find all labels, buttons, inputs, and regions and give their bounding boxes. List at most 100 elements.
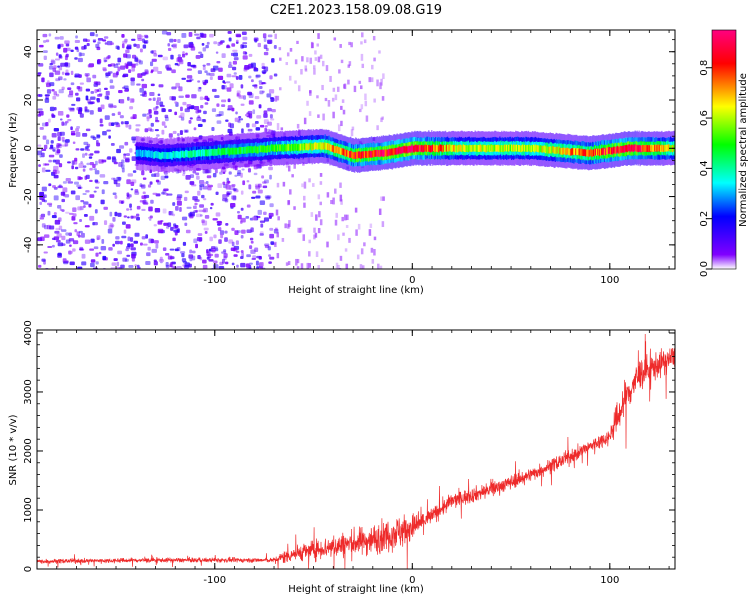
heatmap-cell xyxy=(70,130,76,136)
heatmap-cell xyxy=(551,145,553,153)
heatmap-cell xyxy=(365,115,369,122)
heatmap-cell xyxy=(595,148,598,156)
heatmap-cell xyxy=(581,148,583,156)
heatmap-cell xyxy=(171,152,173,160)
heatmap-cell xyxy=(196,149,199,157)
heatmap-cell xyxy=(52,185,56,188)
heatmap-cell xyxy=(392,148,394,156)
heatmap-cell xyxy=(500,145,502,153)
heatmap-cell xyxy=(238,118,244,121)
heatmap-cell xyxy=(377,149,380,157)
heatmap-cell xyxy=(261,70,267,74)
heatmap-cell xyxy=(89,179,93,182)
heatmap-cell xyxy=(251,146,253,153)
heatmap-cell xyxy=(65,139,70,143)
heatmap-cell xyxy=(142,113,147,117)
heatmap-cell xyxy=(329,75,332,82)
heatmap-cell xyxy=(157,54,163,58)
heatmap-cell xyxy=(304,143,307,151)
heatmap-cell xyxy=(226,190,232,195)
heatmap-cell xyxy=(586,149,588,157)
heatmap-cell xyxy=(276,123,280,131)
heatmap-cell xyxy=(652,144,654,152)
heatmap-cell xyxy=(559,147,561,155)
heatmap-cell xyxy=(261,66,266,70)
heatmap-cell xyxy=(185,52,188,56)
heatmap-cell xyxy=(488,145,490,152)
heatmap-cell xyxy=(132,170,137,173)
heatmap-cell xyxy=(133,43,137,47)
heatmap-cell xyxy=(276,144,279,152)
heatmap-cell xyxy=(225,119,229,122)
heatmap-cell xyxy=(156,97,161,102)
heatmap-cell xyxy=(142,243,148,246)
heatmap-cell xyxy=(439,144,442,152)
heatmap-cell xyxy=(231,241,235,247)
heatmap-cell xyxy=(262,145,264,153)
heatmap-cell xyxy=(360,248,364,255)
heatmap-cell xyxy=(178,151,180,159)
heatmap-cell xyxy=(189,151,191,158)
heatmap-cell xyxy=(550,146,552,154)
heatmap-cell xyxy=(61,71,65,75)
heatmap-cell xyxy=(576,148,578,156)
heatmap-cell xyxy=(607,147,610,155)
heatmap-cell xyxy=(405,145,407,153)
heatmap-cell xyxy=(334,188,337,194)
heatmap-cell xyxy=(116,176,121,182)
heatmap-cell xyxy=(202,264,208,269)
heatmap-cell xyxy=(228,171,232,175)
heatmap-cell xyxy=(227,30,232,34)
colorbar-tick-label: 0.2 xyxy=(699,211,710,227)
heatmap-cell xyxy=(46,89,52,94)
heatmap-cell xyxy=(192,170,197,174)
heatmap-cell xyxy=(305,143,308,151)
heatmap-cell xyxy=(294,143,297,151)
heatmap-cell xyxy=(257,42,261,48)
heatmap-cell xyxy=(640,145,642,153)
heatmap-cell xyxy=(40,213,46,218)
heatmap-cell xyxy=(153,53,158,57)
heatmap-cell xyxy=(154,240,159,244)
heatmap-cell xyxy=(78,177,83,180)
heatmap-cell xyxy=(189,117,193,120)
heatmap-cell xyxy=(65,53,69,58)
heatmap-cell xyxy=(595,148,597,156)
heatmap-cell xyxy=(379,265,383,269)
heatmap-cell xyxy=(435,144,438,152)
heatmap-cell xyxy=(103,36,109,39)
heatmap-cell xyxy=(125,224,131,229)
heatmap-cell xyxy=(552,146,554,153)
heatmap-cell xyxy=(143,150,146,158)
heatmap-cell xyxy=(171,96,176,101)
heatmap-cell xyxy=(153,261,158,266)
heatmap-cell xyxy=(74,46,79,50)
heatmap-cell xyxy=(242,55,248,60)
heatmap-cell xyxy=(204,169,210,174)
heatmap-cell xyxy=(37,150,43,156)
heatmap-cell xyxy=(168,152,170,160)
heatmap-cell xyxy=(257,209,262,215)
heatmap-cell xyxy=(226,193,230,197)
heatmap-cell xyxy=(42,50,48,53)
heatmap-cell xyxy=(172,130,177,134)
heatmap-cell xyxy=(471,144,473,152)
heatmap-cell xyxy=(190,150,192,157)
heatmap-cell xyxy=(245,147,247,154)
heatmap-cell xyxy=(216,148,219,156)
heatmap-cell xyxy=(104,42,108,45)
heatmap-cell xyxy=(382,196,385,201)
heatmap-cell xyxy=(125,248,129,252)
heatmap-cell xyxy=(128,69,132,74)
heatmap-cell xyxy=(136,43,140,49)
heatmap-cell xyxy=(98,88,102,93)
heatmap-cell xyxy=(210,202,214,206)
heatmap-cell xyxy=(123,85,129,89)
heatmap-cell xyxy=(95,186,99,189)
heatmap-cell xyxy=(297,143,300,151)
heatmap-cell xyxy=(274,33,277,39)
heatmap-cell xyxy=(248,146,250,154)
heatmap-cell xyxy=(41,148,47,151)
heatmap-cell xyxy=(268,145,270,153)
heatmap-cell xyxy=(60,229,67,232)
